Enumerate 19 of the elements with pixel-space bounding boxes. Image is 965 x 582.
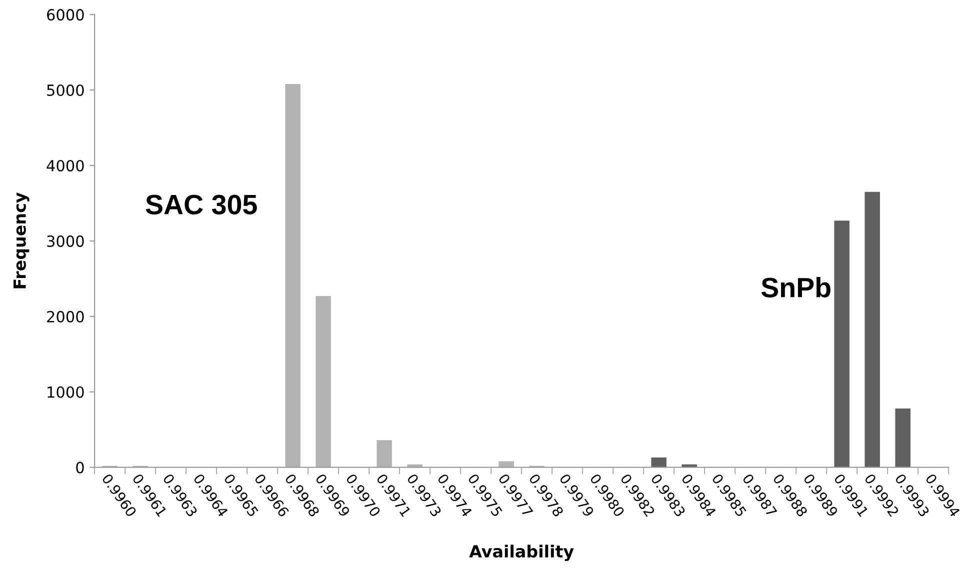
- bar: [316, 296, 331, 468]
- y-tick-label: 6000: [47, 9, 84, 21]
- series-label: SAC 305: [146, 194, 257, 214]
- y-tick-label: 1000: [48, 386, 84, 398]
- bar: [651, 458, 666, 468]
- y-tick-label: 3000: [47, 235, 84, 247]
- bar: [498, 461, 514, 468]
- y-tick-label: 4000: [46, 160, 84, 172]
- x-axis-title: Availability: [469, 544, 574, 561]
- bar: [895, 408, 910, 468]
- y-tick-label: 5000: [47, 84, 84, 96]
- bar: [864, 192, 880, 468]
- bar: [285, 84, 300, 468]
- bar: [834, 220, 850, 468]
- bar: [376, 440, 392, 468]
- y-tick-label: 0: [76, 462, 84, 474]
- y-tick-label: 2000: [47, 310, 84, 322]
- series-label: SnPb: [761, 277, 830, 298]
- y-axis-title: Frequency: [14, 192, 30, 288]
